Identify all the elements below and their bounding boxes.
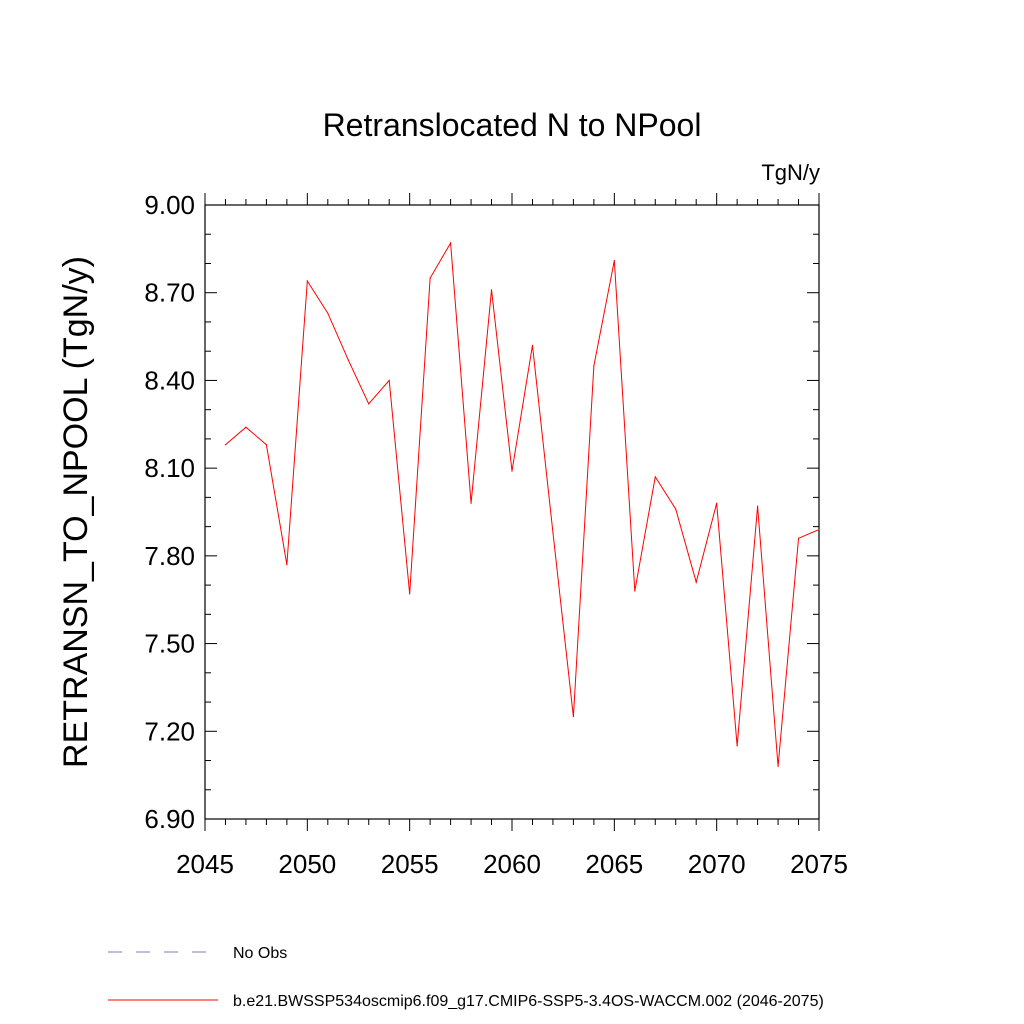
y-tick-label: 8.40 bbox=[144, 365, 195, 395]
data-point bbox=[224, 444, 227, 446]
data-point bbox=[613, 259, 615, 262]
data-point bbox=[797, 537, 800, 539]
x-tick-label: 2075 bbox=[790, 849, 848, 879]
data-point bbox=[409, 593, 411, 595]
data-point bbox=[429, 277, 431, 279]
data-point bbox=[511, 470, 513, 472]
data-point bbox=[695, 581, 697, 583]
units-label: TgN/y bbox=[761, 160, 820, 185]
series-line bbox=[225, 241, 820, 767]
data-point bbox=[654, 476, 656, 478]
legend-label: No Obs bbox=[233, 945, 287, 962]
data-point bbox=[327, 312, 329, 314]
data-point bbox=[306, 280, 308, 282]
data-point bbox=[572, 716, 575, 718]
data-point bbox=[757, 505, 759, 507]
data-point bbox=[368, 403, 370, 405]
y-tick-label: 6.90 bbox=[144, 804, 195, 834]
data-point bbox=[347, 359, 349, 361]
data-point bbox=[265, 444, 267, 446]
chart-title: Retranslocated N to NPool bbox=[323, 107, 702, 143]
x-tick-label: 2050 bbox=[278, 849, 336, 879]
y-axis-label: RETRANSN_TO_NPOOL (TgN/y) bbox=[57, 256, 95, 768]
data-point bbox=[716, 502, 718, 504]
x-tick-label: 2060 bbox=[483, 849, 541, 879]
y-tick-label: 8.10 bbox=[144, 453, 195, 483]
data-point bbox=[777, 765, 779, 767]
data-point bbox=[736, 745, 738, 747]
data-point bbox=[286, 564, 288, 566]
y-axis-ticks: 6.90 7.20 7.50 7.80 8.10 8.40 8.70 9.00 bbox=[144, 190, 819, 834]
x-axis-ticks: 2045 2050 2055 2060 2065 2070 2075 bbox=[176, 193, 848, 879]
x-tick-label: 2065 bbox=[585, 849, 643, 879]
y-tick-label: 9.00 bbox=[144, 190, 195, 220]
data-point bbox=[245, 426, 247, 428]
data-point bbox=[531, 344, 534, 346]
data-point bbox=[552, 531, 554, 534]
y-tick-label: 8.70 bbox=[144, 278, 195, 308]
x-tick-label: 2045 bbox=[176, 849, 234, 879]
x-tick-label: 2070 bbox=[688, 849, 746, 879]
y-tick-label: 7.50 bbox=[144, 629, 195, 659]
x-tick-label: 2055 bbox=[381, 849, 439, 879]
data-point bbox=[450, 242, 452, 244]
data-point bbox=[818, 528, 820, 531]
legend-label: b.e21.BWSSP534oscmip6.f09_g17.CMIP6-SSP5… bbox=[233, 993, 824, 1010]
y-tick-label: 7.80 bbox=[144, 541, 195, 571]
data-point bbox=[490, 289, 493, 291]
data-point bbox=[470, 502, 472, 504]
legend: No Obs b.e21.BWSSP534oscmip6.f09_g17.CMIP… bbox=[108, 945, 824, 1010]
series-layer bbox=[224, 241, 820, 767]
data-point bbox=[388, 379, 390, 382]
data-point bbox=[675, 508, 677, 510]
data-point bbox=[593, 365, 595, 367]
y-tick-label: 7.20 bbox=[144, 716, 195, 746]
data-point bbox=[634, 590, 636, 592]
plot-frame bbox=[204, 204, 820, 820]
